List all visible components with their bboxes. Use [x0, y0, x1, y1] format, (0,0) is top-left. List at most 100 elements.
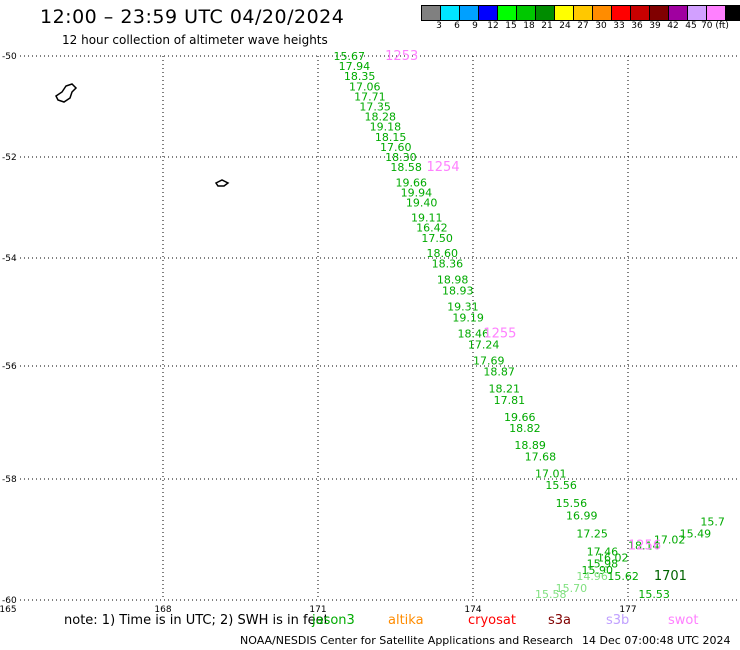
- swh-label: 17.01: [535, 467, 567, 480]
- footer-credit: NOAA/NESDIS Center for Satellite Applica…: [240, 634, 574, 647]
- x-tick-label: 174: [464, 605, 481, 615]
- color-scale-label: 18: [523, 21, 535, 31]
- swh-label: 19.40: [406, 196, 438, 209]
- color-scale-label: 70 (ft): [701, 21, 729, 31]
- swh-label: 18.35: [344, 70, 376, 83]
- swh-label: 19.19: [452, 311, 484, 324]
- color-scale-label: 30: [595, 21, 607, 31]
- swh-label: 15.90: [582, 564, 614, 577]
- swh-label: 15.53: [638, 588, 670, 601]
- swh-label: 17.94: [339, 60, 371, 73]
- swh-label: 16.99: [566, 509, 598, 522]
- swh-label: 17.06: [349, 80, 381, 93]
- color-scale-label: 24: [559, 21, 571, 31]
- satellite-legend-item: jason3: [312, 613, 355, 628]
- color-scale-swatch: [725, 5, 740, 21]
- swh-label: 18.28: [365, 111, 397, 124]
- swh-label: 18.87: [483, 366, 515, 379]
- swh-label: 19.94: [401, 186, 433, 199]
- x-tick-label: 177: [619, 605, 636, 615]
- satellite-legend-item: s3a: [548, 613, 572, 628]
- satellite-legend-item: cryosat: [468, 613, 516, 628]
- data-marks: 15.6717.9418.3517.0617.7117.3518.2819.18…: [334, 49, 725, 601]
- swh-label: 19.66: [396, 176, 428, 189]
- footer-timestamp: 14 Dec 07:00:48 UTC 2024: [582, 634, 731, 647]
- swh-label: 14.96: [576, 570, 608, 583]
- swh-label: 17.60: [380, 141, 412, 154]
- color-scale-swatch: [478, 5, 498, 21]
- swh-label: 17.50: [421, 232, 453, 245]
- color-scale-label: 33: [613, 21, 625, 31]
- satellite-legend-item: s3b: [606, 613, 630, 628]
- color-scale-label: 42: [667, 21, 679, 31]
- color-scale-swatch: [459, 5, 479, 21]
- y-tick-label: -52: [2, 153, 17, 163]
- swh-label: 17.68: [525, 450, 557, 463]
- y-tick-label: -58: [2, 475, 17, 485]
- color-scale-swatch: [649, 5, 669, 21]
- swh-label: 16.42: [416, 222, 448, 235]
- swh-label: 15.7: [700, 515, 725, 528]
- swh-label: 17.35: [359, 101, 391, 114]
- color-scale-swatch: [573, 5, 593, 21]
- color-scale: [421, 5, 740, 21]
- color-scale-swatch: [611, 5, 631, 21]
- units-note: note: 1) Time is in UTC; 2) SWH is in fe…: [64, 613, 329, 628]
- color-scale-label: 12: [487, 21, 499, 31]
- swh-label: 18.21: [489, 383, 521, 396]
- time-label: 1256: [628, 539, 661, 554]
- color-scale-swatch: [497, 5, 517, 21]
- swh-label: 18.30: [385, 151, 417, 164]
- color-scale-label: 9: [472, 21, 478, 31]
- island-auckland: [55, 83, 78, 103]
- swh-label: 15.62: [607, 570, 639, 583]
- color-scale-label: 39: [649, 21, 661, 31]
- color-scale-label: 6: [454, 21, 460, 31]
- color-scale-label: 45: [685, 21, 697, 31]
- color-scale-swatch: [440, 5, 460, 21]
- swh-label: 15.58: [535, 588, 567, 601]
- y-tick-label: -56: [2, 362, 17, 372]
- swh-label: 15.56: [545, 479, 577, 492]
- satellite-legend-item: swot: [668, 613, 699, 628]
- color-scale-label: 3: [436, 21, 442, 31]
- color-scale-swatch: [687, 5, 707, 21]
- chart-title: 12:00 – 23:59 UTC 04/20/2024: [40, 6, 345, 28]
- swh-label: 19.11: [411, 212, 443, 225]
- swh-label: 19.18: [370, 121, 402, 134]
- swh-label: 18.82: [509, 422, 540, 435]
- swh-label: 17.25: [576, 527, 608, 540]
- swh-label: 19.31: [447, 301, 479, 314]
- swh-label: 15.70: [556, 582, 588, 595]
- chart-subtitle: 12 hour collection of altimeter wave hei…: [62, 33, 328, 47]
- time-label: 1254: [427, 160, 460, 175]
- color-scale-swatch: [668, 5, 688, 21]
- swh-label: 18.14: [628, 540, 660, 553]
- grid-lines: [20, 55, 740, 601]
- swh-label: 18.58: [390, 161, 422, 174]
- island-campbell: [214, 179, 230, 187]
- swh-label: 18.89: [514, 439, 546, 452]
- time-label: 1255: [483, 327, 516, 342]
- swh-label: 17.46: [587, 546, 619, 559]
- time-label: 1253: [385, 49, 418, 64]
- swh-label: 18.46: [458, 328, 490, 341]
- swh-label: 18.36: [432, 257, 464, 270]
- swh-label: 16.02: [597, 552, 629, 565]
- color-scale-label: 36: [631, 21, 643, 31]
- color-scale-swatch: [516, 5, 536, 21]
- color-scale-labels: 3 6 9 12 15 18 21 24 27 30 33 36 39 42 45 70 (ft): [422, 21, 740, 35]
- island-outlines: [55, 83, 230, 187]
- color-scale-label: 15: [505, 21, 517, 31]
- swh-label: 18.15: [375, 131, 407, 144]
- time-label: 1701: [654, 569, 687, 584]
- color-scale-swatch: [535, 5, 555, 21]
- color-scale-swatch: [421, 5, 441, 21]
- color-scale-swatch: [706, 5, 726, 21]
- swh-label: 19.66: [504, 411, 536, 424]
- swh-label: 17.69: [473, 355, 505, 368]
- swh-label: 17.02: [654, 534, 686, 547]
- color-scale-swatch: [592, 5, 612, 21]
